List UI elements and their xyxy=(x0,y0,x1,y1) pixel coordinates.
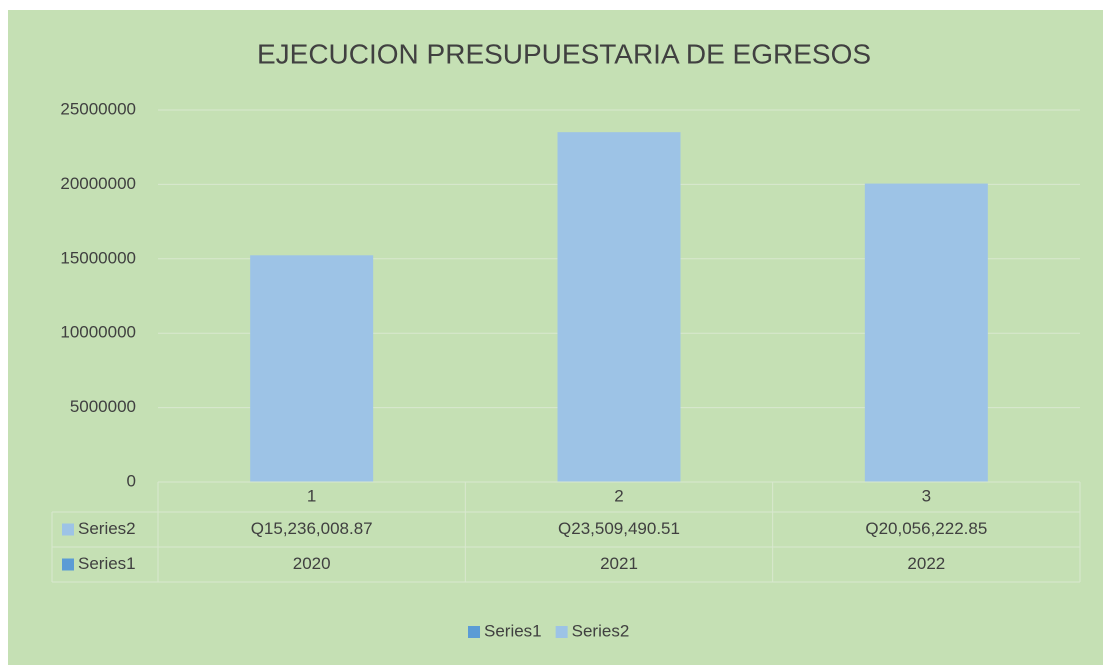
table-value: Q23,509,490.51 xyxy=(558,519,680,538)
table-value: 2022 xyxy=(907,554,945,573)
table-value: 2021 xyxy=(600,554,638,573)
legend-label: Series1 xyxy=(484,621,542,640)
legend-label: Series2 xyxy=(572,621,630,640)
table-series-name: Series1 xyxy=(78,554,136,573)
bar xyxy=(250,255,374,482)
legend-key xyxy=(468,626,480,638)
legend-key xyxy=(62,523,74,536)
y-tick-label: 0 xyxy=(127,471,136,490)
x-tick-label: 3 xyxy=(922,486,931,505)
x-tick-label: 1 xyxy=(307,486,316,505)
table-series-name: Series2 xyxy=(78,519,136,538)
y-tick-label: 5000000 xyxy=(70,397,136,416)
table-value: Q20,056,222.85 xyxy=(865,519,987,538)
bar xyxy=(864,183,988,482)
legend-key xyxy=(555,626,568,638)
y-tick-label: 15000000 xyxy=(60,248,136,267)
chart-title: EJECUCION PRESUPUESTARIA DE EGRESOS xyxy=(257,38,871,69)
y-tick-label: 25000000 xyxy=(60,99,136,118)
table-value: 2020 xyxy=(293,554,331,573)
table-value: Q15,236,008.87 xyxy=(251,519,373,538)
bar xyxy=(557,132,681,483)
x-tick-label: 2 xyxy=(614,486,623,505)
y-tick-label: 20000000 xyxy=(60,174,136,193)
y-tick-label: 10000000 xyxy=(60,323,136,342)
legend-key xyxy=(62,558,74,571)
